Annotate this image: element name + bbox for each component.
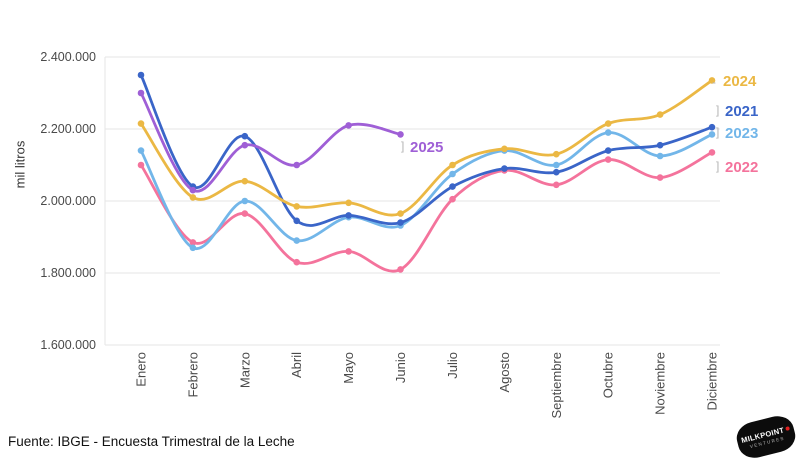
data-point <box>604 129 612 136</box>
x-tick-label: Julio <box>445 352 460 379</box>
data-point <box>241 141 249 149</box>
data-point <box>137 71 145 79</box>
data-point <box>241 177 249 185</box>
data-point <box>656 111 664 118</box>
series-line-2025 <box>137 89 404 194</box>
series-label-bracket: ] <box>716 103 719 117</box>
series-line-2024 <box>137 77 716 217</box>
series-line-2021 <box>137 71 716 227</box>
data-point <box>553 168 560 176</box>
series-label-bracket: ] <box>716 159 719 173</box>
gridlines <box>104 56 720 346</box>
y-tick-label: 2.400.000 <box>40 50 96 64</box>
data-point <box>656 141 664 149</box>
data-point <box>708 77 716 84</box>
data-point <box>345 199 352 207</box>
x-tick-label: Abril <box>289 352 304 378</box>
data-point <box>449 195 456 203</box>
data-point <box>397 131 404 138</box>
line-chart: Enero Febrero Marzo Abril Mayo Junio Julio Agos… <box>104 56 758 418</box>
data-point <box>397 210 404 217</box>
milkpoint-logo: MILKPOINT VENTURES <box>733 412 799 458</box>
data-point <box>501 165 508 172</box>
data-point <box>345 248 352 255</box>
x-tick-label: Febrero <box>185 352 200 398</box>
data-point <box>189 194 197 201</box>
data-point <box>137 89 145 97</box>
data-point <box>189 244 197 252</box>
y-tick-label: 1.800.000 <box>40 266 96 280</box>
data-point <box>137 147 145 154</box>
data-point <box>293 217 301 225</box>
series-label-bracket: ] <box>401 139 404 153</box>
x-tick-label: Junio <box>393 352 408 383</box>
x-tick-label: Octubre <box>601 352 616 398</box>
data-point <box>345 212 352 219</box>
x-tick-label: Septiembre <box>549 352 564 418</box>
x-tick-label: Noviembre <box>653 352 668 415</box>
data-point <box>137 161 145 169</box>
series-label-bracket: ] <box>716 125 719 139</box>
data-point <box>189 239 197 246</box>
x-tick-label: Agosto <box>497 352 512 392</box>
data-point <box>397 219 404 226</box>
data-point <box>449 161 456 169</box>
data-point <box>241 210 249 217</box>
y-tick-label: 2.000.000 <box>40 194 96 208</box>
data-point <box>241 132 249 140</box>
series-label-bracket: - <box>712 75 716 89</box>
y-tick-label: 2.200.000 <box>40 122 96 136</box>
data-point <box>708 149 716 156</box>
data-point <box>449 183 456 190</box>
series-label-2022: 2022 <box>725 159 758 176</box>
data-point <box>604 120 612 127</box>
series-label-2021: 2021 <box>725 103 758 120</box>
series-label-2024: 2024 <box>723 73 757 90</box>
data-point <box>604 147 612 154</box>
series-labels: ] 2021] 2022] 2023 - 2024] 2025 <box>401 73 758 176</box>
x-tick-label: Enero <box>134 352 149 387</box>
x-tick-label: Diciembre <box>705 352 720 411</box>
data-point <box>449 170 456 178</box>
data-point <box>189 186 197 194</box>
x-tick-label: Mayo <box>341 352 356 384</box>
data-point <box>708 131 716 138</box>
data-point <box>501 145 508 153</box>
data-point <box>293 258 301 266</box>
series-label-2025: 2025 <box>410 139 443 156</box>
data-point <box>656 174 664 181</box>
data-point <box>241 197 249 205</box>
data-point <box>293 203 301 210</box>
data-point <box>553 181 560 189</box>
data-point <box>656 152 664 160</box>
x-tick-label: Marzo <box>237 352 252 388</box>
data-point <box>708 123 716 131</box>
data-point <box>397 266 404 273</box>
data-point <box>137 120 145 127</box>
data-point <box>345 122 352 129</box>
logo-red-dot <box>784 426 790 432</box>
data-point <box>553 150 560 158</box>
data-point <box>604 156 612 163</box>
x-axis-labels: Enero Febrero Marzo Abril Mayo Junio Julio Agos… <box>134 352 720 418</box>
source-note: Fuente: IBGE - Encuesta Trimestral de la… <box>8 434 295 449</box>
y-tick-label: 1.600.000 <box>40 338 96 352</box>
series-line-2022 <box>137 149 716 273</box>
data-point <box>293 237 301 244</box>
data-point <box>293 161 301 169</box>
data-point <box>553 161 560 169</box>
series-label-2023: 2023 <box>725 125 758 142</box>
